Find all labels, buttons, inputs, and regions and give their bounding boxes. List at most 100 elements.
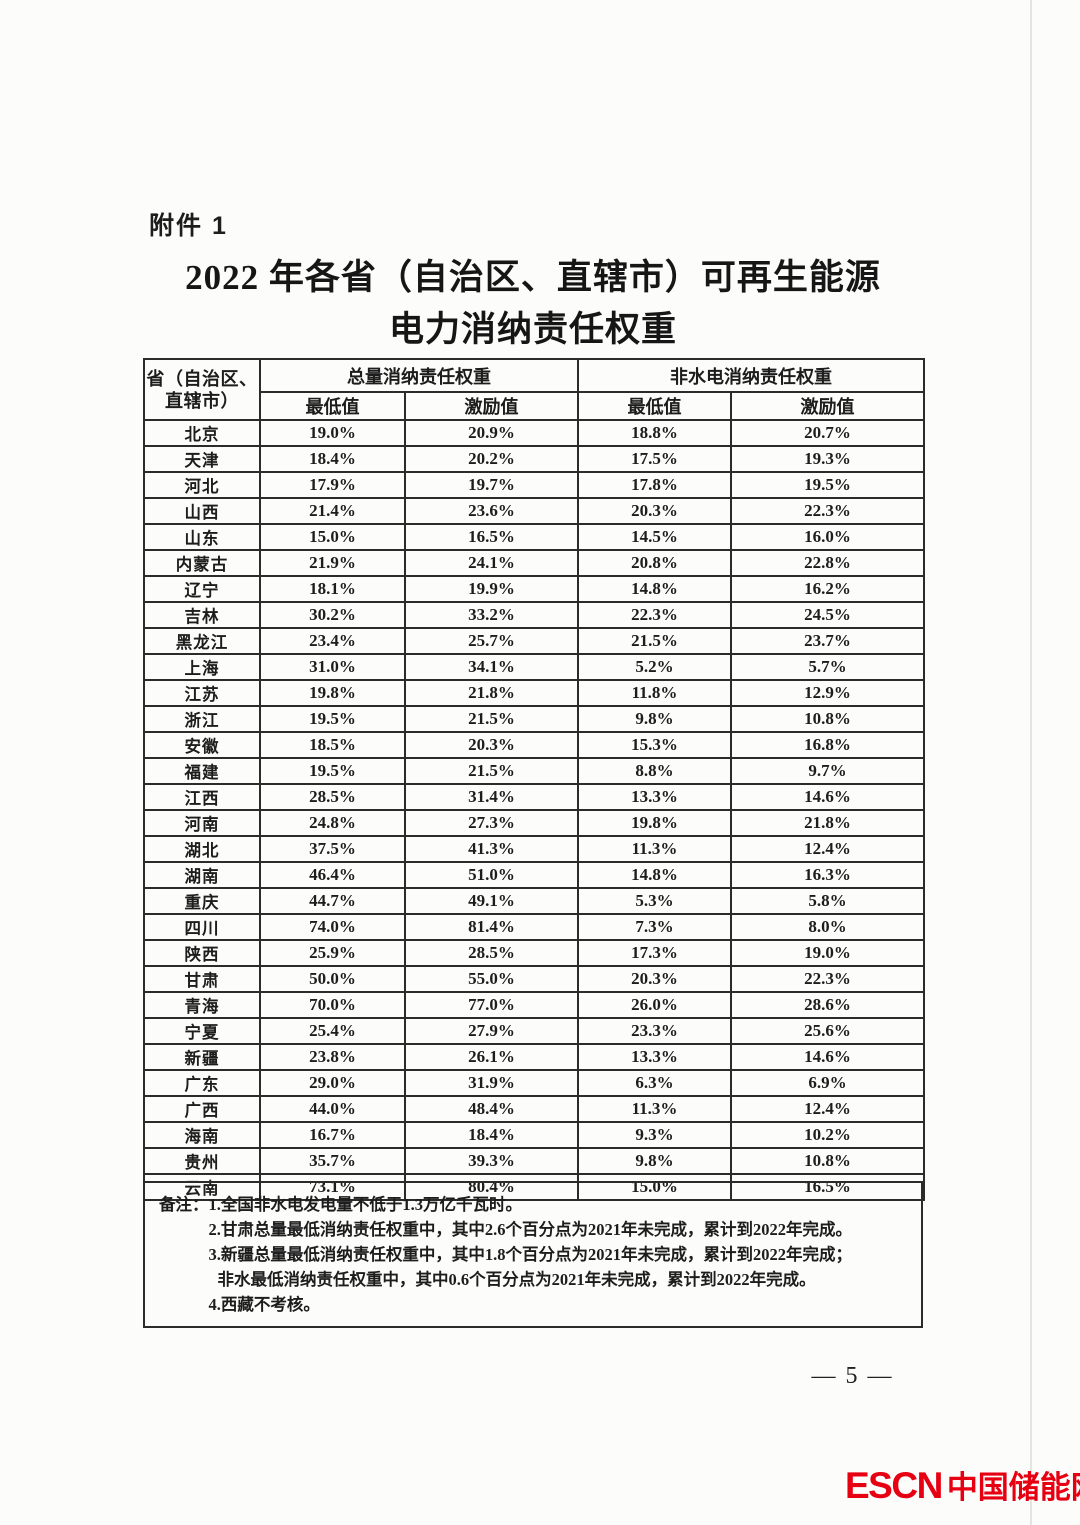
total-incentive-cell: 20.2% bbox=[404, 445, 579, 473]
escn-logo-acronym: ESCN bbox=[845, 1465, 943, 1506]
total-min-cell: 50.0% bbox=[259, 965, 406, 993]
province-cell: 云南 bbox=[143, 1173, 261, 1201]
nonhydro-min-cell: 14.8% bbox=[577, 861, 732, 889]
total-min-cell: 21.4% bbox=[259, 497, 406, 525]
nonhydro-incentive-cell: 12.4% bbox=[730, 1095, 925, 1123]
total-incentive-cell: 19.7% bbox=[404, 471, 579, 499]
nonhydro-min-cell: 26.0% bbox=[577, 991, 732, 1019]
total-min-cell: 18.4% bbox=[259, 445, 406, 473]
province-cell: 山西 bbox=[143, 497, 261, 525]
total-incentive-cell: 27.3% bbox=[404, 809, 579, 837]
province-cell: 贵州 bbox=[143, 1147, 261, 1175]
col-header-nonhydro-incentive: 激励值 bbox=[730, 391, 925, 421]
col-group-total: 总量消纳责任权重 bbox=[259, 358, 579, 393]
table-row: 浙江 19.5% 21.5% 9.8% 10.8% bbox=[143, 705, 925, 733]
table-row: 黑龙江 23.4% 25.7% 21.5% 23.7% bbox=[143, 627, 925, 655]
note-line: 3.新疆总量最低消纳责任权重中，其中1.8个百分点为2021年未完成，累计到20… bbox=[209, 1242, 912, 1267]
nonhydro-min-cell: 20.3% bbox=[577, 965, 732, 993]
total-incentive-cell: 39.3% bbox=[404, 1147, 579, 1175]
note-line-text: 2.甘肃总量最低消纳责任权重中，其中2.6个百分点为2021年未完成，累计到20… bbox=[208, 1220, 853, 1239]
total-incentive-cell: 51.0% bbox=[404, 861, 579, 889]
table-body: 北京 19.0% 20.9% 18.8% 20.7% 天津 18.4% 20.2… bbox=[143, 419, 925, 1201]
nonhydro-min-cell: 17.3% bbox=[577, 939, 732, 967]
total-min-cell: 74.0% bbox=[259, 913, 406, 941]
nonhydro-min-cell: 20.3% bbox=[577, 497, 732, 525]
nonhydro-incentive-cell: 10.8% bbox=[730, 1147, 925, 1175]
total-min-cell: 31.0% bbox=[259, 653, 406, 681]
nonhydro-incentive-cell: 25.6% bbox=[730, 1017, 925, 1045]
total-incentive-cell: 28.5% bbox=[404, 939, 579, 967]
total-min-cell: 18.1% bbox=[259, 575, 406, 603]
page-title-line1: 2022 年各省（自治区、直辖市）可再生能源 bbox=[185, 258, 881, 297]
table-row: 宁夏 25.4% 27.9% 23.3% 25.6% bbox=[143, 1017, 925, 1045]
nonhydro-incentive-cell: 10.8% bbox=[730, 705, 925, 733]
total-incentive-cell: 26.1% bbox=[404, 1043, 579, 1071]
province-cell: 河北 bbox=[143, 471, 261, 499]
table-row: 重庆 44.7% 49.1% 5.3% 5.8% bbox=[143, 887, 925, 915]
nonhydro-min-cell: 11.3% bbox=[577, 835, 732, 863]
province-cell: 上海 bbox=[143, 653, 261, 681]
province-cell: 吉林 bbox=[143, 601, 261, 629]
nonhydro-incentive-cell: 14.6% bbox=[730, 783, 925, 811]
total-min-cell: 30.2% bbox=[259, 601, 406, 629]
table-row: 贵州 35.7% 39.3% 9.8% 10.8% bbox=[143, 1147, 925, 1175]
note-line: 4.西藏不考核。 bbox=[209, 1292, 912, 1317]
province-cell: 重庆 bbox=[143, 887, 261, 915]
total-incentive-cell: 24.1% bbox=[404, 549, 579, 577]
table-row: 内蒙古 21.9% 24.1% 20.8% 22.8% bbox=[143, 549, 925, 577]
total-min-cell: 25.4% bbox=[259, 1017, 406, 1045]
nonhydro-incentive-cell: 16.8% bbox=[730, 731, 925, 759]
total-incentive-cell: 41.3% bbox=[404, 835, 579, 863]
nonhydro-incentive-cell: 12.4% bbox=[730, 835, 925, 863]
table-header: 省（自治区、 直辖市） 总量消纳责任权重 非水电消纳责任权重 最低值 激励值 最… bbox=[143, 358, 925, 421]
province-cell: 辽宁 bbox=[143, 575, 261, 603]
nonhydro-incentive-cell: 22.3% bbox=[730, 965, 925, 993]
total-incentive-cell: 20.9% bbox=[404, 419, 579, 447]
table-row: 广东 29.0% 31.9% 6.3% 6.9% bbox=[143, 1069, 925, 1097]
note-line: 1.全国非水电发电量不低于1.3万亿千瓦时。 bbox=[209, 1192, 912, 1217]
table-row: 安徽 18.5% 20.3% 15.3% 16.8% bbox=[143, 731, 925, 759]
nonhydro-incentive-cell: 23.7% bbox=[730, 627, 925, 655]
nonhydro-min-cell: 19.8% bbox=[577, 809, 732, 837]
total-min-cell: 24.8% bbox=[259, 809, 406, 837]
total-incentive-cell: 21.5% bbox=[404, 757, 579, 785]
col-header-total-min: 最低值 bbox=[259, 391, 406, 421]
page-title: 2022 年各省（自治区、直辖市）可再生能源 电力消纳责任权重 bbox=[123, 252, 943, 356]
total-min-cell: 70.0% bbox=[259, 991, 406, 1019]
nonhydro-min-cell: 23.3% bbox=[577, 1017, 732, 1045]
province-cell: 山东 bbox=[143, 523, 261, 551]
nonhydro-min-cell: 9.8% bbox=[577, 705, 732, 733]
table-row: 吉林 30.2% 33.2% 22.3% 24.5% bbox=[143, 601, 925, 629]
total-min-cell: 23.8% bbox=[259, 1043, 406, 1071]
total-min-cell: 19.5% bbox=[259, 757, 406, 785]
nonhydro-min-cell: 13.3% bbox=[577, 1043, 732, 1071]
total-incentive-cell: 23.6% bbox=[404, 497, 579, 525]
total-incentive-cell: 49.1% bbox=[404, 887, 579, 915]
nonhydro-incentive-cell: 12.9% bbox=[730, 679, 925, 707]
table-row: 山西 21.4% 23.6% 20.3% 22.3% bbox=[143, 497, 925, 525]
table-row: 青海 70.0% 77.0% 26.0% 28.6% bbox=[143, 991, 925, 1019]
province-cell: 广东 bbox=[143, 1069, 261, 1097]
table-row: 北京 19.0% 20.9% 18.8% 20.7% bbox=[143, 419, 925, 447]
province-cell: 内蒙古 bbox=[143, 549, 261, 577]
total-min-cell: 19.0% bbox=[259, 419, 406, 447]
table-row: 江苏 19.8% 21.8% 11.8% 12.9% bbox=[143, 679, 925, 707]
note-line-text: 3.新疆总量最低消纳责任权重中，其中1.8个百分点为2021年未完成，累计到20… bbox=[208, 1245, 853, 1264]
total-incentive-cell: 33.2% bbox=[404, 601, 579, 629]
table-row: 湖南 46.4% 51.0% 14.8% 16.3% bbox=[143, 861, 925, 889]
province-cell: 福建 bbox=[143, 757, 261, 785]
table-row: 陕西 25.9% 28.5% 17.3% 19.0% bbox=[143, 939, 925, 967]
table-row: 辽宁 18.1% 19.9% 14.8% 16.2% bbox=[143, 575, 925, 603]
nonhydro-incentive-cell: 21.8% bbox=[730, 809, 925, 837]
page-title-line2: 电力消纳责任权重 bbox=[388, 310, 677, 349]
total-incentive-cell: 31.4% bbox=[404, 783, 579, 811]
total-incentive-cell: 20.3% bbox=[404, 731, 579, 759]
col-header-province: 省（自治区、 直辖市） bbox=[143, 358, 261, 421]
province-cell: 安徽 bbox=[143, 731, 261, 759]
table-row: 海南 16.7% 18.4% 9.3% 10.2% bbox=[143, 1121, 925, 1149]
province-cell: 新疆 bbox=[143, 1043, 261, 1071]
col-header-nonhydro-min: 最低值 bbox=[577, 391, 732, 421]
nonhydro-min-cell: 9.8% bbox=[577, 1147, 732, 1175]
total-min-cell: 18.5% bbox=[259, 731, 406, 759]
